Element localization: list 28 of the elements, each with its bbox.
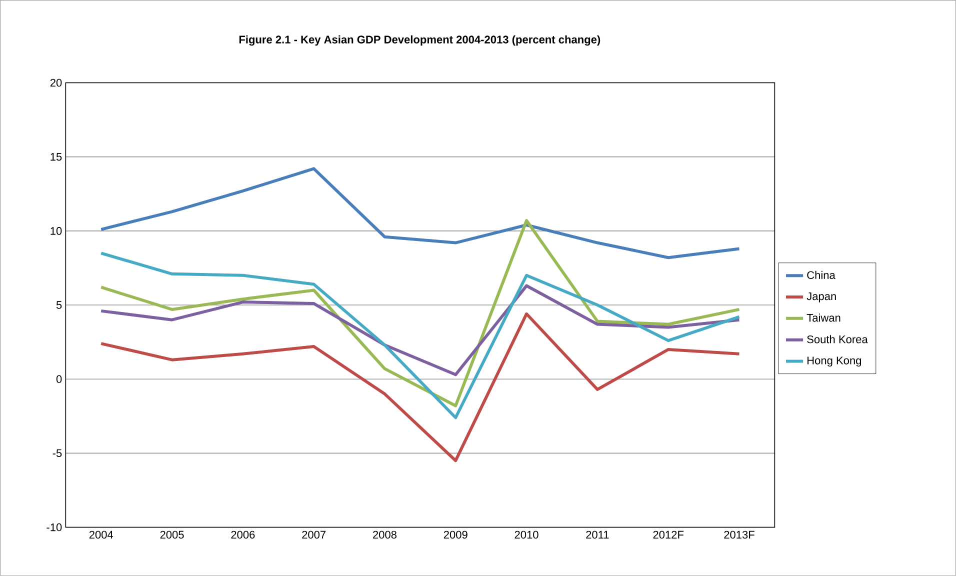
x-tick-label: 2005: [160, 530, 184, 539]
legend-label: Japan: [806, 292, 836, 302]
x-tick-label: 2006: [231, 530, 255, 539]
y-tick-label: -5: [52, 449, 62, 458]
y-tick-label: 10: [50, 227, 62, 235]
legend-label: Taiwan: [806, 314, 840, 322]
x-tick-label: 2012F: [653, 530, 684, 539]
y-tick-label: 15: [50, 153, 62, 161]
y-tick-label: 5: [56, 301, 62, 309]
line-series: [100, 219, 741, 408]
line-series: [100, 167, 741, 260]
x-tick-label: 2009: [444, 530, 468, 539]
legend-label: South Korea: [807, 335, 868, 344]
legend-label: Hong Kong: [808, 356, 862, 367]
line-series: [100, 312, 741, 462]
x-tick-label: 2007: [302, 530, 326, 539]
chart-title: Figure 2.1 - Key Asian GDP Development 2004-2013 (percent change): [239, 35, 600, 46]
x-tick-label: 2010: [514, 530, 538, 539]
y-tick-label: -10: [46, 523, 62, 532]
x-tick-label: 2004: [89, 530, 114, 539]
y-tick-label: 20: [50, 78, 62, 87]
y-tick-label: 0: [56, 375, 62, 384]
x-tick-label: 2013F: [724, 530, 754, 539]
legend-label: China: [807, 271, 836, 280]
x-tick-label: 2008: [373, 530, 396, 539]
line-series: [100, 284, 741, 376]
x-tick-label: 2011: [586, 530, 609, 539]
line-series: [100, 252, 741, 420]
